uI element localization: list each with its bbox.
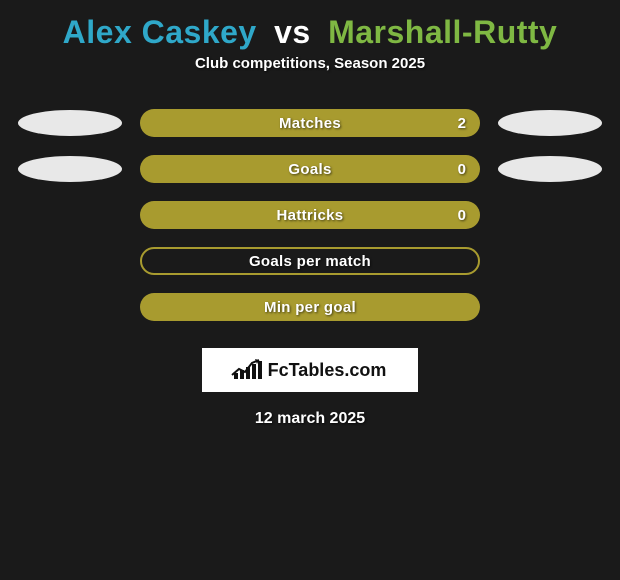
stat-label: Goals per match bbox=[249, 253, 371, 270]
right-ellipse bbox=[498, 110, 602, 136]
stat-value: 2 bbox=[458, 115, 466, 132]
stat-bar: Goals per match bbox=[140, 247, 480, 275]
date-text: 12 march 2025 bbox=[0, 410, 620, 428]
logo: FcTables.com bbox=[234, 360, 387, 381]
stat-bar: Hattricks 0 bbox=[140, 201, 480, 229]
logo-text: FcTables.com bbox=[268, 360, 387, 381]
stat-label: Goals bbox=[288, 161, 331, 178]
left-ellipse bbox=[18, 156, 122, 182]
logo-chart-icon bbox=[234, 361, 262, 379]
stat-value: 0 bbox=[458, 207, 466, 224]
stat-row: Min per goal bbox=[10, 284, 610, 330]
stat-value: 0 bbox=[458, 161, 466, 178]
logo-box: FcTables.com bbox=[202, 348, 418, 392]
page-title: Alex Caskey vs Marshall-Rutty bbox=[0, 0, 620, 55]
subtitle: Club competitions, Season 2025 bbox=[0, 55, 620, 72]
comparison-card: Alex Caskey vs Marshall-Rutty Club compe… bbox=[0, 0, 620, 428]
stat-row: Goals per match bbox=[10, 238, 610, 284]
player1-name: Alex Caskey bbox=[63, 14, 257, 50]
right-ellipse bbox=[498, 156, 602, 182]
left-ellipse bbox=[18, 110, 122, 136]
stat-bar: Goals 0 bbox=[140, 155, 480, 183]
stat-row: Matches 2 bbox=[10, 100, 610, 146]
stats-rows: Matches 2 Goals 0 Hattricks 0 Goals per match M… bbox=[0, 100, 620, 330]
stat-label: Matches bbox=[279, 115, 341, 132]
player2-name: Marshall-Rutty bbox=[328, 14, 557, 50]
stat-row: Goals 0 bbox=[10, 146, 610, 192]
stat-label: Min per goal bbox=[264, 299, 356, 316]
stat-label: Hattricks bbox=[277, 207, 344, 224]
vs-text: vs bbox=[274, 14, 311, 50]
stat-bar: Matches 2 bbox=[140, 109, 480, 137]
stat-bar: Min per goal bbox=[140, 293, 480, 321]
stat-row: Hattricks 0 bbox=[10, 192, 610, 238]
